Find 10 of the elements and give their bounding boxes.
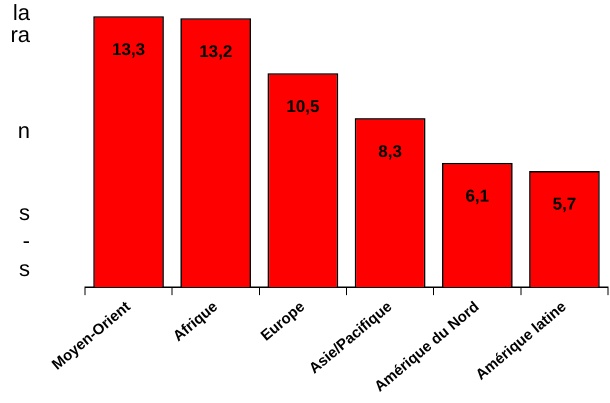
- text: n: [18, 118, 30, 144]
- data-label: 6,1: [465, 186, 490, 206]
- text: s: [19, 256, 30, 282]
- data-label: 5,7: [552, 194, 576, 214]
- text: -: [22, 228, 30, 254]
- data-label: 10,5: [286, 96, 320, 116]
- data-label: 8,3: [378, 142, 402, 161]
- data-label: 13,2: [199, 42, 232, 61]
- text: s: [19, 200, 30, 226]
- data-label: 13,3: [112, 40, 146, 59]
